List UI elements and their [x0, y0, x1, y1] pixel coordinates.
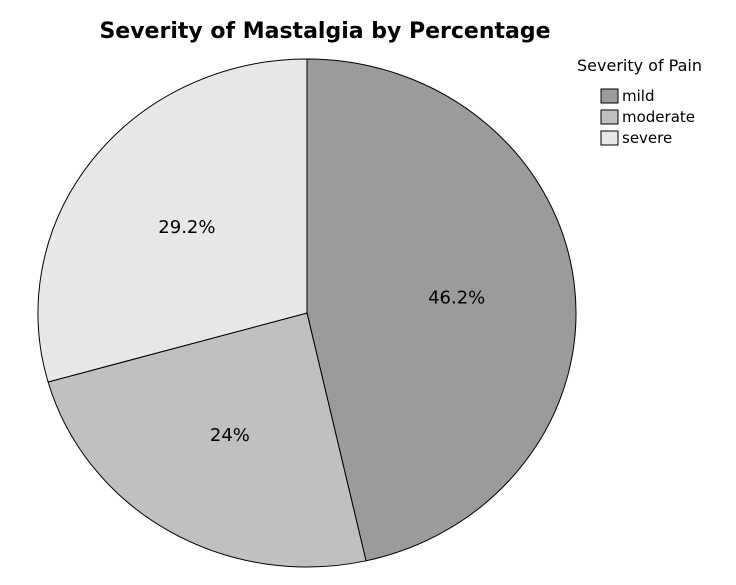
legend-label-moderate: moderate: [622, 108, 695, 126]
slice-label-moderate: 24%: [210, 425, 250, 446]
legend-swatch-severe: [600, 130, 619, 146]
legend-label-mild: mild: [622, 87, 654, 105]
legend-title: Severity of Pain: [577, 56, 702, 75]
legend-swatch-moderate: [600, 109, 619, 125]
legend-items: mild moderate severe: [600, 87, 695, 147]
pie-slice-labels: 46.2% 24% 29.2%: [158, 217, 485, 446]
pie-slice-mild: [306, 58, 577, 562]
chart-title: Severity of Mastalgia by Percentage: [99, 19, 550, 44]
slice-label-mild: 46.2%: [428, 287, 485, 308]
legend-swatch-mild: [600, 88, 619, 104]
legend-label-severe: severe: [622, 129, 672, 147]
legend: Severity of Pain mild moderate severe: [577, 56, 702, 147]
slice-label-severe: 29.2%: [158, 217, 215, 238]
pie-slice-moderate: [47, 312, 367, 568]
pie-slices: [37, 58, 577, 568]
pie-slice-severe: [37, 58, 308, 383]
